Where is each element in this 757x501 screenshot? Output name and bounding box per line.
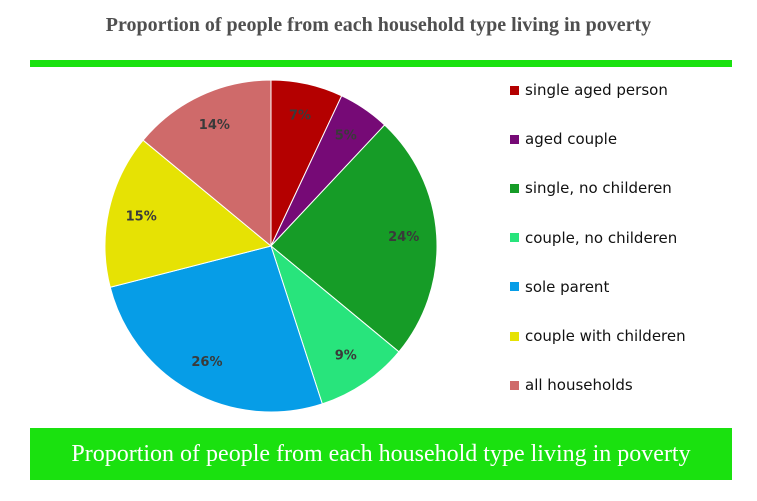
legend-item-single-aged-person: single aged person	[510, 80, 668, 100]
pie-slice-couple-with-childeren	[104, 139, 273, 288]
legend-item-couple-with-childeren: couple with childeren	[510, 326, 686, 346]
pie-label-single-aged-person: 7%	[289, 109, 311, 124]
legend-item-couple-no-childeren: couple, no childeren	[510, 228, 677, 248]
legend-swatch-all-households	[510, 380, 519, 390]
legend-swatch-couple-no-childeren	[510, 233, 519, 243]
pie-label-sole-parent: 26%	[191, 355, 222, 370]
legend-swatch-sole-parent	[510, 282, 519, 292]
legend-item-single-no-childeren: single, no childeren	[510, 178, 672, 198]
legend-swatch-aged-couple	[510, 134, 519, 144]
pie-label-couple-no-childeren: 9%	[335, 349, 357, 364]
pie-label-all-households: 14%	[199, 118, 230, 133]
legend-item-aged-couple: aged couple	[510, 129, 617, 149]
legend-label-couple-no-childeren: couple, no childeren	[525, 228, 678, 247]
legend-label-couple-with-childeren: couple with childeren	[525, 327, 686, 345]
pie-slice-sole-parent	[109, 245, 323, 413]
legend-label-single-aged-person: single aged person	[525, 81, 668, 99]
legend-label-sole-parent: sole parent	[525, 277, 610, 296]
legend-item-sole-parent: sole parent	[510, 277, 609, 297]
bottom-caption-banner: Proportion of people from each household…	[30, 428, 732, 480]
pie-label-aged-couple: 5%	[335, 128, 357, 143]
pie-chart: 7% 5% 24% 9% 26% 15% 14%	[104, 79, 438, 413]
page-title: Proportion of people from each household…	[105, 14, 652, 36]
pie-slice-couple-no-childeren	[269, 244, 400, 405]
pie-slice-all-households	[142, 79, 272, 248]
legend-label-all-households: all households	[525, 376, 633, 395]
legend-item-all-households: all households	[510, 375, 633, 395]
pie-label-single-no-childeren: 24%	[388, 230, 419, 245]
legend-label-aged-couple: aged couple	[525, 130, 618, 149]
top-green-band	[30, 60, 732, 67]
legend-swatch-single-no-childeren	[510, 183, 519, 193]
legend-label-single-no-childeren: single, no childeren	[525, 179, 672, 198]
pie-slice-single-no-childeren	[270, 124, 438, 353]
legend-swatch-couple-with-childeren	[510, 331, 519, 341]
pie-label-couple-with-childeren: 15%	[126, 209, 157, 224]
legend-swatch-single-aged-person	[510, 85, 519, 95]
